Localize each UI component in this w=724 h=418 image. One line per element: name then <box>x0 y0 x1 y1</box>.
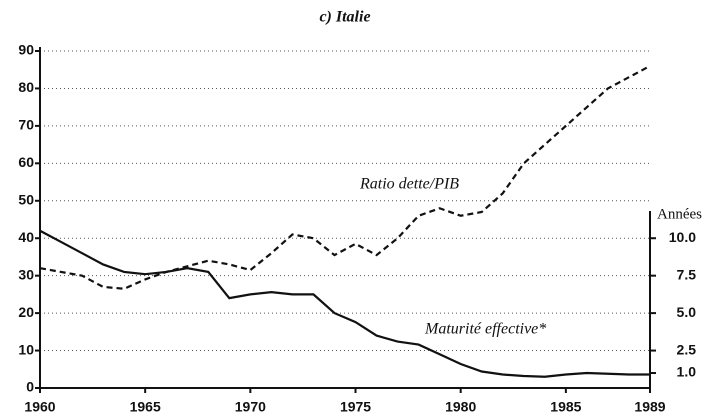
chart-title: c) Italie <box>319 9 370 26</box>
x-tick-label: 1965 <box>130 399 161 415</box>
x-tick-label: 1970 <box>235 399 266 415</box>
series-annotation: Maturité effective* <box>424 321 546 338</box>
series-line <box>39 229 650 378</box>
y-tick-label: 70 <box>18 117 34 133</box>
y-tick-label: 0 <box>26 379 34 395</box>
y-tick-label: 60 <box>18 154 34 170</box>
y-tick-label: 30 <box>18 266 34 282</box>
x-tick-label: 1975 <box>340 399 371 415</box>
y-tick-label: 80 <box>18 79 34 95</box>
x-tick-label: 1980 <box>445 399 476 415</box>
x-tick-label: 1985 <box>550 399 581 415</box>
y2-tick-label: 1.0 <box>677 364 697 380</box>
y-tick-label: 90 <box>18 42 34 58</box>
y-tick-label: 10 <box>18 341 34 357</box>
y2-tick-label: 2.5 <box>677 341 697 357</box>
series-annotation: Ratio dette/PIB <box>359 176 459 193</box>
y-tick-label: 20 <box>18 304 34 320</box>
series-line <box>39 65 651 290</box>
y2-tick-label: 5.0 <box>677 304 697 320</box>
y2-tick-label: 7.5 <box>677 266 697 282</box>
y-tick-label: 50 <box>18 191 34 207</box>
x-tick-label: 1989 <box>634 399 665 415</box>
y-tick-label: 40 <box>18 229 34 245</box>
x-tick-label: 1960 <box>24 399 55 415</box>
y2-axis-label: Années <box>657 206 702 222</box>
y2-tick-label: 10.0 <box>669 229 696 245</box>
